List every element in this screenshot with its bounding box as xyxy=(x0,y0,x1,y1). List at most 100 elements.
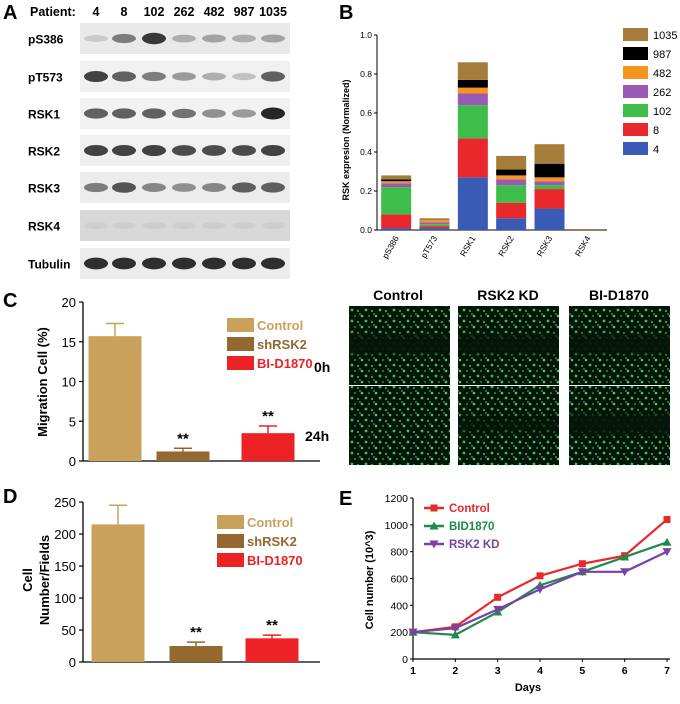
blot-patient-headers: 4 8 102 262 482 987 1035 xyxy=(93,5,287,19)
blot-patient-482: 482 xyxy=(204,5,225,19)
chart-d-bar-bi-d1870 xyxy=(245,638,299,662)
chart-e-point-control xyxy=(536,572,544,580)
blot-patient-8: 8 xyxy=(121,5,128,19)
legend-c-shrsk2: shRSK2 xyxy=(257,337,307,352)
blot-band-tubulin-4 xyxy=(84,257,108,270)
chart-c-ytick-label: 10 xyxy=(62,375,76,390)
chart-c-sig-shrsk2: ** xyxy=(177,430,189,447)
blot-band-rsk3-987 xyxy=(232,182,256,193)
legend-c-bid1870: BI-D1870 xyxy=(257,356,313,371)
blot-band-rsk4-4 xyxy=(84,222,108,229)
blot-label-rsk3: RSK3 xyxy=(28,182,60,196)
blot-header-label: Patient: xyxy=(30,5,76,19)
chart-d: 0 50 100 150 200 250 ** ** xyxy=(54,495,320,670)
chart-d-legend: Control shRSK2 BI-D1870 xyxy=(217,515,303,568)
chart-e-ytick-label: 0 xyxy=(402,654,408,666)
micro-image-rsk2kd-0h xyxy=(458,306,559,385)
blot-band-rsk4-8 xyxy=(112,222,136,229)
chart-b-legend-482: 482 xyxy=(653,68,671,80)
micro-row-24h: 24h xyxy=(305,428,329,444)
chart-b-bar-ps386-262 xyxy=(381,183,412,188)
micro-col-bid1870: BI-D1870 xyxy=(589,287,649,303)
blot-band-rsk1-482 xyxy=(202,109,226,118)
chart-b-bar-rsk3-8 xyxy=(534,189,565,209)
panel-b-label: B xyxy=(339,2,353,24)
chart-e-ytick-label: 400 xyxy=(390,600,408,612)
chart-e-xtick-label: 1 xyxy=(410,665,416,677)
chart-c-legend: Control shRSK2 BI-D1870 xyxy=(227,318,313,371)
chart-b-legend-swatch-4 xyxy=(623,142,648,155)
chart-b-bar-rsk3-4 xyxy=(534,208,565,230)
blot-band-rsk1-262 xyxy=(172,108,196,119)
blot-band-rsk1-102 xyxy=(142,108,166,119)
blot-band-rsk4-482 xyxy=(202,222,226,229)
blot-patient-987: 987 xyxy=(234,5,255,19)
chart-b-bar-rsk2-102 xyxy=(496,185,527,203)
chart-e-point-rsk2-kd xyxy=(408,628,418,637)
chart-e-point-control xyxy=(578,560,586,568)
blot-band-rsk3-8 xyxy=(112,182,136,193)
chart-b-legend-swatch-987 xyxy=(623,47,648,60)
micro-col-control: Control xyxy=(373,287,423,303)
chart-b-ytick-label: 0.2 xyxy=(360,186,372,196)
chart-e-point-rsk2-kd xyxy=(535,585,545,594)
legend-d-bid1870: BI-D1870 xyxy=(247,553,303,568)
blot-band-rsk3-102 xyxy=(142,183,166,192)
chart-b-bar-pt573-102 xyxy=(419,224,450,227)
blot-band-ps386-8 xyxy=(112,33,136,44)
chart-b-ytick-label: 0.6 xyxy=(360,108,372,118)
chart-b-bar-rsk1-4 xyxy=(457,177,488,230)
blot-band-ps386-102 xyxy=(142,32,166,45)
chart-e-xtick-label: 3 xyxy=(495,665,501,677)
blot-band-tubulin-102 xyxy=(142,257,166,270)
chart-b-bar-rsk2-482 xyxy=(496,175,527,180)
panel-d-label: D xyxy=(3,486,17,508)
chart-b-bar-rsk2-1035 xyxy=(496,155,527,170)
chart-e-point-rsk2-kd xyxy=(450,624,460,633)
chart-b-xtick-rsk3: RSK3 xyxy=(534,234,554,258)
blot-band-ps386-987 xyxy=(232,34,256,43)
chart-b-legend-swatch-8 xyxy=(623,123,648,136)
chart-b-ytick-label: 0.4 xyxy=(360,147,372,157)
chart-d-ytick-label: 50 xyxy=(62,623,76,638)
chart-e-ylabel: Cell number (10^3) xyxy=(364,530,376,629)
chart-d-ylabel-1: Cell xyxy=(20,568,35,592)
chart-e-ytick-label: 600 xyxy=(390,574,408,586)
blot-band-pt573-987 xyxy=(232,72,256,81)
chart-b-legend-987: 987 xyxy=(653,49,671,61)
blot-band-rsk4-262 xyxy=(172,222,196,229)
chart-b-legend-1035: 1035 xyxy=(653,30,677,42)
chart-e-point-rsk2-kd xyxy=(620,568,630,577)
legend-swatch-shrsk2 xyxy=(227,337,254,351)
blot-band-rsk2-102 xyxy=(142,144,166,157)
chart-b-bar-rsk2-4 xyxy=(496,218,527,230)
legend-d-control: Control xyxy=(247,515,293,530)
chart-b-bar-ps386-102 xyxy=(381,187,412,215)
chart-e-point-control xyxy=(663,515,671,523)
blot-band-rsk2-4 xyxy=(84,144,108,157)
blot-band-rsk1-1035 xyxy=(261,107,285,120)
chart-e-point-bid1870 xyxy=(620,552,630,561)
chart-e-legend-marker-rsk2-kd xyxy=(429,540,439,549)
chart-d-bar-control xyxy=(91,524,145,662)
chart-d-ytick-label: 0 xyxy=(69,655,76,670)
chart-b-bar-rsk3-1035 xyxy=(534,144,565,164)
microscopy-panel: Control RSK2 KD BI-D1870 0h 24h xyxy=(305,287,670,465)
chart-d-ytick-label: 200 xyxy=(54,527,76,542)
chart-b-bar-rsk1-8 xyxy=(457,138,488,178)
micro-image-control-24h xyxy=(349,386,450,465)
chart-e-xtick-label: 7 xyxy=(664,665,670,677)
blot-label-rsk2: RSK2 xyxy=(28,145,60,159)
blot-band-rsk2-482 xyxy=(202,145,226,156)
chart-b-bar-rsk4-1035 xyxy=(572,229,603,230)
blot-band-ps386-482 xyxy=(202,34,226,43)
panel-b: B RSK expresion (Normalized) 0.00.20.40.… xyxy=(339,2,677,260)
chart-b-xtick-rsk2: RSK2 xyxy=(496,234,516,258)
blot-band-rsk4-102 xyxy=(142,222,166,229)
chart-e-ytick-label: 800 xyxy=(390,547,408,559)
blot-band-tubulin-8 xyxy=(112,257,136,270)
blot-patient-4: 4 xyxy=(93,5,100,19)
chart-b-ylabel: RSK expresion (Normalized) xyxy=(341,79,351,200)
legend-d-swatch-bid1870 xyxy=(217,553,244,567)
